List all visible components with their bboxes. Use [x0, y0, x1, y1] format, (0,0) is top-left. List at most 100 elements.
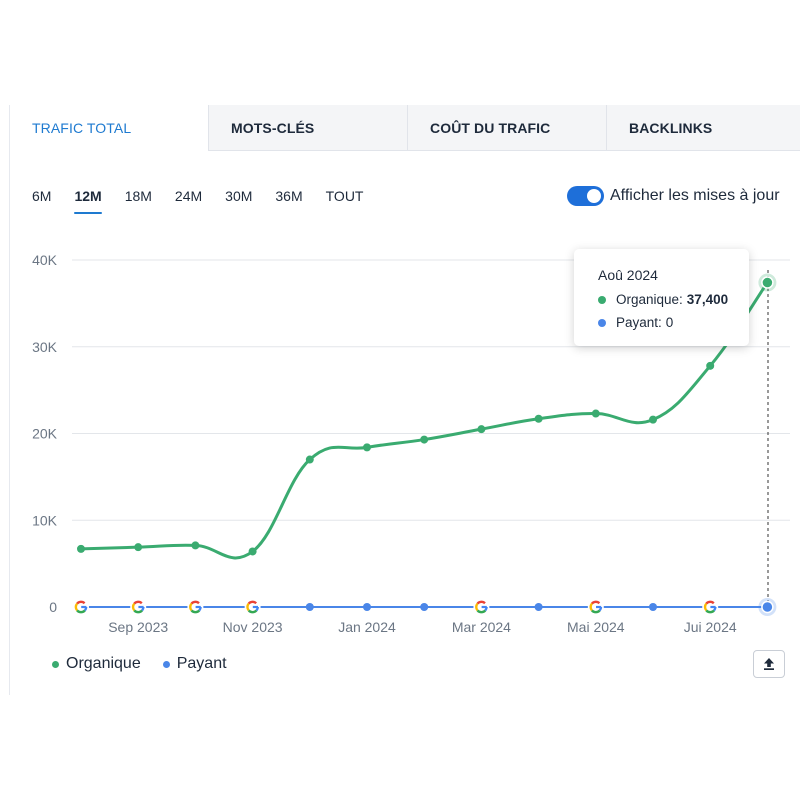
chart-legend: Organique Payant — [52, 655, 249, 673]
tooltip-organic-row: Organique: 37,400 — [598, 292, 749, 307]
organic-point — [477, 425, 486, 434]
y-axis: 0 10K 20K 30K 40K — [32, 252, 58, 615]
paid-point — [761, 600, 774, 614]
period-30m[interactable]: 30M — [225, 188, 253, 204]
google-icon[interactable] — [587, 599, 604, 615]
google-icon-arc — [475, 602, 479, 612]
google-icon[interactable] — [73, 599, 89, 615]
organic-point — [248, 547, 257, 556]
tooltip-organic-label: Organique: — [616, 292, 683, 307]
organic-dot — [598, 295, 606, 304]
legend-organic[interactable]: Organique — [52, 655, 141, 673]
period-36m[interactable]: 36M — [275, 188, 303, 204]
tooltip-title: Aoû 2024 — [598, 267, 658, 283]
period-12m[interactable]: 12M — [74, 188, 102, 214]
google-icon[interactable] — [702, 599, 719, 615]
organic-point — [363, 443, 371, 452]
period-all[interactable]: TOUT — [325, 188, 364, 204]
organic-point — [761, 276, 774, 289]
organic-point — [534, 414, 543, 423]
google-icon-arc — [131, 602, 136, 612]
tab-label: MOTS-CLÉS — [231, 119, 315, 136]
x-tick-label: Nov 2023 — [223, 619, 283, 635]
tab-keywords[interactable]: MOTS-CLÉS — [208, 105, 407, 151]
google-icon-arc — [189, 602, 193, 612]
chart-tooltip: Aoû 2024 Organique: 37,400 Payant: 0 — [574, 249, 749, 346]
google-icon-arc — [590, 600, 601, 605]
y-tick-label: 10K — [32, 512, 58, 528]
toggle-label: Afficher les mises à jour — [610, 187, 780, 204]
tooltip-organic-value: 37,400 — [686, 292, 729, 307]
google-icon-arc — [476, 609, 487, 614]
x-tick-label: Mar 2024 — [452, 619, 511, 635]
paid-point — [305, 603, 314, 611]
x-tick-label: Mai 2024 — [567, 619, 625, 635]
tab-traffic-cost[interactable]: COÛT DU TRAFIC — [407, 105, 606, 151]
tooltip-paid-value: 0 — [665, 315, 674, 330]
organic-point — [77, 544, 85, 553]
paid-point — [534, 603, 543, 611]
google-icon-arc — [247, 609, 258, 614]
tab-label: BACKLINKS — [629, 119, 713, 136]
tab-backlinks[interactable]: BACKLINKS — [606, 105, 800, 151]
organic-point — [191, 541, 200, 550]
upload-icon — [764, 658, 774, 670]
paid-point — [649, 603, 657, 611]
organic-point — [420, 435, 429, 444]
google-icon-arc — [705, 600, 715, 605]
period-6m[interactable]: 6M — [32, 188, 52, 204]
google-icon-arc — [589, 602, 593, 612]
period-18m[interactable]: 18M — [124, 188, 152, 204]
x-axis: Sep 2023 Nov 2023 Jan 2024 Mar 2024 Mai 2024… — [108, 619, 737, 635]
organic-point — [134, 543, 143, 552]
paid-series — [77, 598, 777, 616]
tab-label: TRAFIC TOTAL — [32, 119, 132, 136]
y-tick-label: 40K — [32, 252, 58, 268]
y-tick-label: 0 — [49, 599, 57, 615]
period-24m[interactable]: 24M — [174, 188, 203, 204]
legend-organic-label: Organique — [66, 655, 141, 672]
legend-organic-dot — [52, 660, 59, 668]
organic-point — [305, 455, 314, 464]
tooltip-paid-row: Payant: 0 — [598, 315, 749, 330]
google-icon-arc — [76, 609, 86, 614]
organic-point — [649, 415, 657, 424]
update-markers — [73, 599, 719, 615]
google-icon-arc — [246, 602, 250, 612]
google-icon-arc — [190, 609, 201, 614]
organic-point — [706, 361, 715, 370]
legend-paid[interactable]: Payant — [162, 655, 227, 673]
google-icon-arc — [133, 609, 143, 614]
google-icon[interactable] — [130, 599, 147, 615]
y-tick-label: 30K — [32, 339, 58, 355]
google-icon[interactable] — [244, 599, 261, 615]
tab-label: COÛT DU TRAFIC — [430, 119, 551, 136]
x-tick-label: Jui 2024 — [684, 619, 737, 635]
google-icon-arc — [190, 600, 200, 605]
traffic-card: TRAFIC TOTAL MOTS-CLÉS COÛT DU TRAFIC BA… — [9, 105, 800, 695]
legend-paid-label: Payant — [176, 655, 227, 672]
tab-total-traffic[interactable]: TRAFIC TOTAL — [10, 105, 208, 151]
tooltip-paid-label: Payant: — [616, 315, 662, 330]
export-button[interactable] — [753, 650, 785, 678]
show-updates-toggle[interactable]: Afficher les mises à jour — [567, 186, 780, 206]
legend-paid-dot — [162, 660, 170, 668]
paid-point — [420, 603, 429, 611]
google-icon[interactable] — [187, 599, 204, 615]
paid-point — [363, 603, 371, 611]
toggle-switch[interactable] — [567, 186, 604, 206]
tab-bar: TRAFIC TOTAL MOTS-CLÉS COÛT DU TRAFIC BA… — [10, 105, 800, 151]
google-icon[interactable] — [473, 599, 490, 615]
google-icon-arc — [703, 602, 708, 612]
toggle-knob — [587, 189, 601, 203]
x-tick-label: Jan 2024 — [338, 619, 396, 635]
google-icon-arc — [705, 609, 715, 614]
google-icon-arc — [76, 600, 86, 605]
google-icon-arc — [133, 600, 143, 605]
y-tick-label: 20K — [32, 426, 58, 442]
google-icon-arc — [74, 602, 79, 612]
paid-dot — [598, 318, 606, 327]
google-icon-arc — [247, 600, 258, 605]
google-icon-arc — [591, 609, 601, 614]
